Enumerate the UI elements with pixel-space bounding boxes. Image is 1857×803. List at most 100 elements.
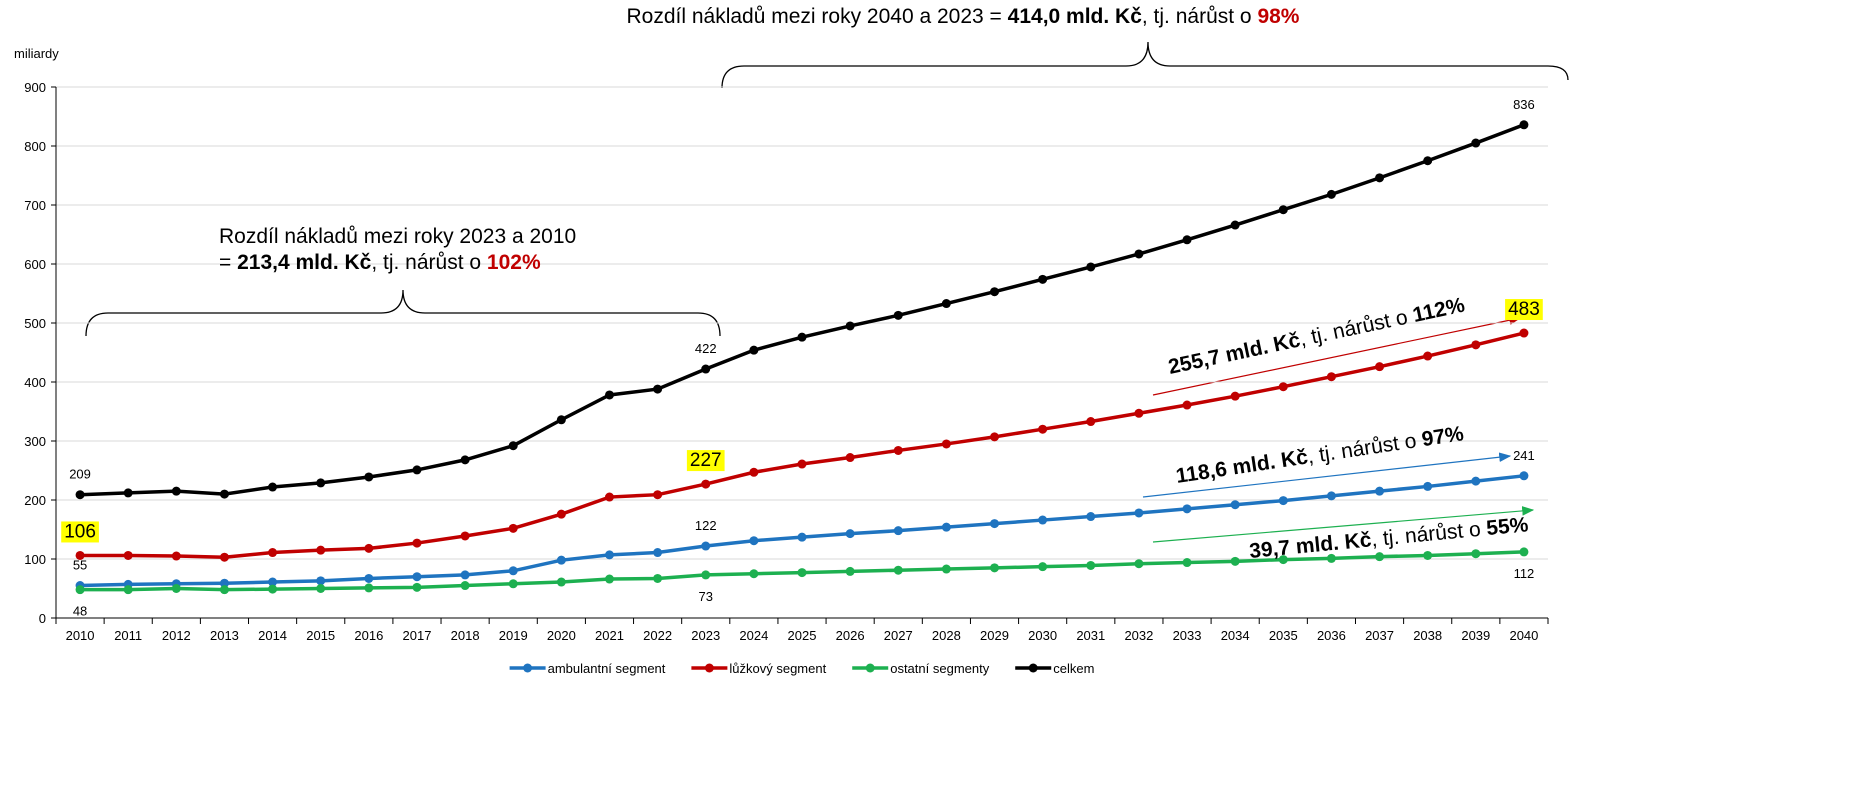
point	[1134, 249, 1144, 259]
x-tick-label: 2024	[739, 628, 768, 643]
point	[171, 551, 181, 561]
point	[941, 439, 951, 449]
point	[1326, 372, 1336, 382]
legend: ambulantní segment lůžkový segment ostatní…	[509, 661, 1094, 676]
point	[1230, 391, 1240, 401]
point	[1423, 156, 1433, 166]
annotation-part: 55%	[1485, 513, 1529, 540]
label-highlight	[61, 521, 99, 543]
x-tick-label: 2037	[1365, 628, 1394, 643]
legend-marker	[704, 663, 714, 673]
x-tick-label: 2021	[595, 628, 624, 643]
annotation-part: , tj. nárůst o	[1306, 428, 1424, 468]
point	[1038, 515, 1048, 525]
x-tick-label: 2016	[354, 628, 383, 643]
point	[364, 543, 374, 553]
y-tick-label: 600	[24, 257, 46, 272]
point	[1230, 500, 1240, 510]
point	[364, 573, 374, 583]
point	[219, 552, 229, 562]
y-tick-label: 300	[24, 434, 46, 449]
y-tick-label: 200	[24, 493, 46, 508]
point	[1423, 550, 1433, 560]
annotation-part: =	[219, 251, 237, 274]
point	[412, 572, 422, 582]
x-tick-label: 2028	[932, 628, 961, 643]
data-label: 55	[73, 558, 87, 573]
x-tick-label: 2034	[1221, 628, 1250, 643]
point	[604, 574, 614, 584]
x-tick-label: 2025	[788, 628, 817, 643]
annotation-part: 255,7 mld. Kč	[1166, 328, 1302, 378]
point	[1375, 362, 1385, 372]
x-tick-label: 2022	[643, 628, 672, 643]
annotation-part: Rozdíl nákladů mezi roky 2040 a 2023 =	[627, 5, 1008, 28]
data-label: 227	[690, 450, 722, 471]
annotation-part: 102%	[487, 251, 541, 274]
point	[508, 566, 518, 576]
point	[1423, 351, 1433, 361]
point	[1038, 562, 1048, 572]
point	[701, 570, 711, 580]
point	[1278, 205, 1288, 215]
y-tick-label: 500	[24, 316, 46, 331]
point	[1230, 220, 1240, 230]
point	[749, 569, 759, 579]
y-tick-label: 0	[39, 611, 46, 626]
y-axis-label: miliardy	[14, 46, 59, 61]
point	[460, 531, 470, 541]
point	[990, 432, 1000, 442]
point	[219, 489, 229, 499]
point	[75, 550, 85, 560]
legend-label: lůžkový segment	[729, 661, 826, 676]
x-tick-label: 2019	[499, 628, 528, 643]
point	[1326, 491, 1336, 501]
x-tick-label: 2014	[258, 628, 287, 643]
brace	[721, 41, 1569, 89]
point	[990, 287, 1000, 297]
point	[1134, 508, 1144, 518]
point	[1519, 328, 1529, 338]
point	[412, 465, 422, 475]
point	[797, 459, 807, 469]
point	[893, 526, 903, 536]
point	[797, 532, 807, 542]
x-tick-label: 2029	[980, 628, 1009, 643]
point	[797, 332, 807, 342]
point	[316, 576, 326, 586]
point	[1278, 496, 1288, 506]
point	[1326, 189, 1336, 199]
annotation: Rozdíl nákladů mezi roky 2023 a 2010	[219, 225, 576, 248]
point	[893, 565, 903, 575]
point	[701, 541, 711, 551]
point	[1278, 555, 1288, 565]
point	[316, 478, 326, 488]
point	[171, 584, 181, 593]
point	[316, 584, 326, 593]
point	[845, 321, 855, 331]
legend-marker	[1028, 663, 1038, 673]
point	[845, 453, 855, 463]
point	[749, 467, 759, 477]
point	[1086, 262, 1096, 272]
point	[1038, 424, 1048, 434]
annotation-part: Rozdíl nákladů mezi roky 2023 a 2010	[219, 225, 576, 248]
annotation: 118,6 mld. Kč, tj. nárůst o 97%	[1174, 422, 1465, 488]
point	[701, 364, 711, 374]
data-label: 73	[699, 589, 713, 604]
point	[941, 564, 951, 574]
y-tick-label: 700	[24, 198, 46, 213]
legend-label: ostatní segmenty	[890, 661, 989, 676]
point	[653, 490, 663, 500]
point	[268, 548, 278, 558]
data-label: 122	[695, 518, 717, 533]
point	[701, 479, 711, 489]
point	[171, 486, 181, 496]
data-label: 112	[1514, 566, 1535, 581]
point	[316, 545, 326, 555]
arrow	[1142, 452, 1512, 498]
series-line	[80, 123, 1525, 497]
y-tick-label: 400	[24, 375, 46, 390]
annotation-part: 414,0 mld. Kč	[1008, 5, 1143, 28]
point	[845, 529, 855, 539]
